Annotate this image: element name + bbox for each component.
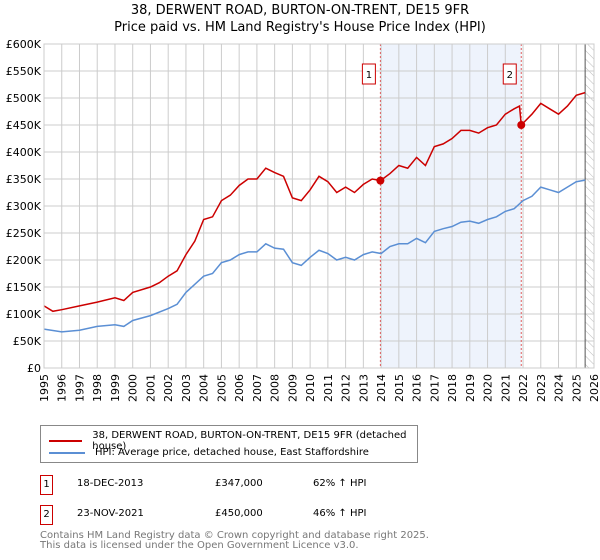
y-tick-label: £550K <box>6 65 42 78</box>
footer-line: This data is licensed under the Open Gov… <box>40 540 359 551</box>
legend: 38, DERWENT ROAD, BURTON-ON-TRENT, DE15 … <box>40 425 418 463</box>
x-tick-label: 2010 <box>304 374 317 402</box>
y-tick-label: £300K <box>6 200 42 213</box>
y-tick-label: £200K <box>6 254 42 267</box>
sale-price: £450,000 <box>215 508 263 519</box>
sale-marker-label: 1 <box>40 475 53 495</box>
x-tick-label: 2000 <box>127 374 140 402</box>
footer-line: Contains HM Land Registry data © Crown c… <box>40 530 429 541</box>
y-tick-label: £250K <box>6 227 42 240</box>
chart-subtitle: Price paid vs. HM Land Registry's House … <box>114 20 486 35</box>
sale-marker-label: 2 <box>40 505 53 525</box>
legend-item-hpi: HPI: Average price, detached house, East… <box>49 447 369 458</box>
sale-price: £347,000 <box>215 478 263 489</box>
x-tick-label: 2009 <box>286 374 299 402</box>
x-tick-label: 2023 <box>535 374 548 402</box>
x-tick-label: 2021 <box>499 374 512 402</box>
x-tick-label: 2025 <box>570 374 583 402</box>
y-tick-label: £600K <box>6 38 42 51</box>
sale-hpi: 46% ↑ HPI <box>313 508 367 519</box>
legend-label: HPI: Average price, detached house, East… <box>95 447 369 458</box>
x-tick-label: 2001 <box>144 374 157 402</box>
sale-annotation-box <box>502 63 517 85</box>
x-tick-label: 2006 <box>233 374 246 402</box>
y-tick-label: £0 <box>27 362 41 375</box>
y-tick-label: £350K <box>6 173 42 186</box>
series-line-property <box>43 91 586 313</box>
x-tick-label: 1997 <box>73 374 86 402</box>
sale-row: 2 23-NOV-2021 £450,000 46% ↑ HPI <box>40 505 440 525</box>
sale-point <box>517 121 526 129</box>
x-tick-label: 2017 <box>428 374 441 402</box>
x-tick-label: 2008 <box>269 374 282 402</box>
sale-row: 1 18-DEC-2013 £347,000 62% ↑ HPI <box>40 475 440 495</box>
sale-date: 18-DEC-2013 <box>77 478 144 489</box>
sale-hpi: 62% ↑ HPI <box>313 478 367 489</box>
x-tick-label: 2011 <box>322 374 335 402</box>
chart-title: 38, DERWENT ROAD, BURTON-ON-TRENT, DE15 … <box>130 3 470 18</box>
sale-point <box>376 176 385 185</box>
x-tick-label: 2003 <box>180 374 193 402</box>
x-tick-label: 2013 <box>357 374 370 402</box>
x-tick-label: 2012 <box>340 374 353 402</box>
x-tick-label: 2015 <box>393 374 406 402</box>
y-tick-label: £500K <box>6 92 42 105</box>
sale-annotation-label: 1 <box>366 70 372 81</box>
x-tick-label: 1998 <box>91 374 104 402</box>
x-tick-label: 2004 <box>198 374 211 402</box>
x-tick-label: 2018 <box>446 374 459 402</box>
y-tick-label: £400K <box>6 146 42 159</box>
x-tick-label: 2026 <box>588 374 600 402</box>
price-chart: 1995 1996 1997 1998 1999 2000 2001 2002 2003 2004… <box>6 38 600 402</box>
sale-annotation-box <box>361 63 376 85</box>
plot-frame <box>43 43 595 369</box>
x-tick-label: 2019 <box>464 374 477 402</box>
series-line-hpi <box>43 179 586 333</box>
x-tick-label: 1999 <box>109 374 122 402</box>
legend-swatch <box>49 451 85 454</box>
sale-date: 23-NOV-2021 <box>77 508 144 519</box>
x-tick-label: 2002 <box>162 374 175 402</box>
x-tick-label: 2024 <box>553 374 566 402</box>
x-tick-label: 2016 <box>411 374 424 402</box>
x-tick-label: 2022 <box>517 374 530 402</box>
legend-swatch <box>49 440 83 442</box>
footer: Contains HM Land Registry data © Crown c… <box>40 531 429 551</box>
x-tick-label: 2005 <box>215 374 228 402</box>
x-tick-label: 2007 <box>251 374 264 402</box>
legend-item-property: 38, DERWENT ROAD, BURTON-ON-TRENT, DE15 … <box>49 430 417 452</box>
x-tick-label: 2020 <box>482 374 495 402</box>
x-tick-label: 1996 <box>56 374 69 402</box>
sale-annotation-label: 2 <box>507 70 513 81</box>
y-tick-label: £100K <box>6 308 42 321</box>
x-tick-label: 2014 <box>375 374 388 402</box>
y-tick-label: £50K <box>13 335 42 348</box>
y-tick-label: £450K <box>6 119 42 132</box>
y-tick-label: £150K <box>6 281 42 294</box>
legend-label: 38, DERWENT ROAD, BURTON-ON-TRENT, DE15 … <box>92 430 407 452</box>
x-tick-label: 1995 <box>38 374 51 402</box>
